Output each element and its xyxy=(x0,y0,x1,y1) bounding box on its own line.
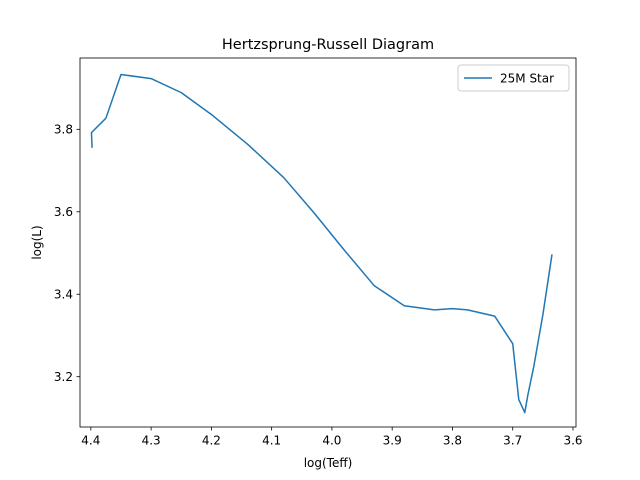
x-tick-label: 3.9 xyxy=(383,434,402,448)
legend-box xyxy=(457,64,570,92)
x-tick-label: 3.7 xyxy=(503,434,522,448)
series-line-0 xyxy=(90,73,553,414)
x-tick-label: 4.1 xyxy=(262,434,281,448)
chart-title: Hertzsprung-Russell Diagram xyxy=(222,37,434,53)
x-tick-label: 4.4 xyxy=(81,434,100,448)
legend: 25M Star xyxy=(457,64,570,92)
y-tick-label: 3.6 xyxy=(54,205,73,219)
x-tick-label: 4.3 xyxy=(142,434,161,448)
x-tick-label: 4.0 xyxy=(322,434,341,448)
y-tick-label: 3.2 xyxy=(54,370,73,384)
x-tick-label: 3.8 xyxy=(443,434,462,448)
plot-frame xyxy=(79,57,577,428)
x-tick-label: 3.6 xyxy=(563,434,582,448)
x-axis-label: log(Teff) xyxy=(304,456,353,470)
y-tick-label: 3.4 xyxy=(54,288,73,302)
y-tick-label: 3.8 xyxy=(54,123,73,137)
legend-label: 25M Star xyxy=(500,71,554,85)
y-axis-label: log(L) xyxy=(30,225,44,259)
x-tick-label: 4.2 xyxy=(202,434,221,448)
